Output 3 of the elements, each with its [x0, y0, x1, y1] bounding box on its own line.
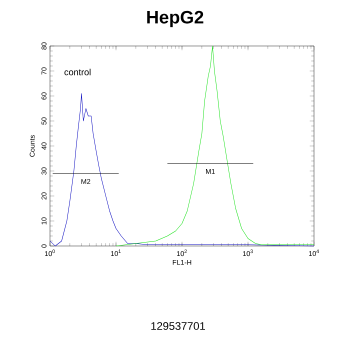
text: 129537701 [151, 322, 205, 330]
chart-title: HepG2 [147, 10, 204, 28]
annotation: control [64, 68, 90, 76]
